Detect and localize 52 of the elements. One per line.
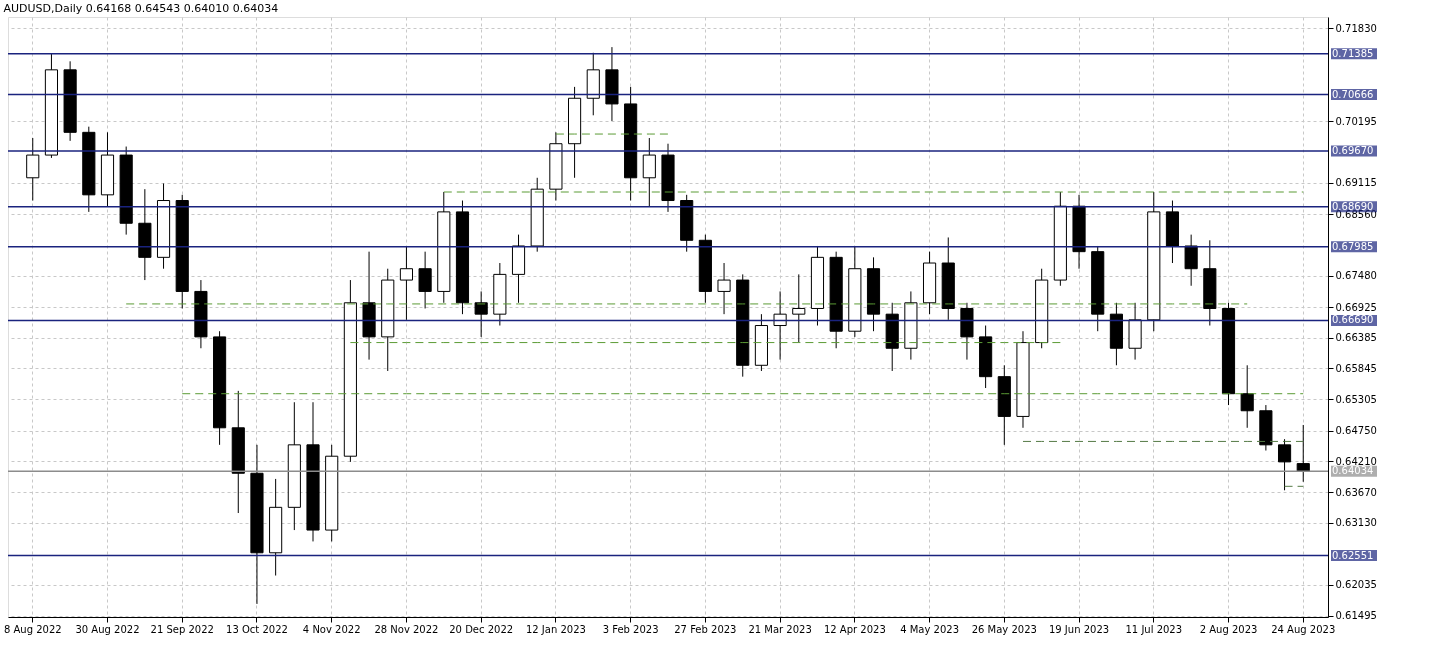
y-tick-label: 0.66925 [1335,301,1377,313]
y-tick-label: 0.65305 [1335,393,1377,405]
y-tick-label: 0.69115 [1335,177,1377,189]
x-tick-label: 30 Aug 2022 [75,623,140,635]
x-tick-label: 4 Nov 2022 [302,623,361,635]
candlestick [717,262,731,315]
ref-line-label: 0.64034 [1332,465,1374,477]
candlestick [1277,438,1292,491]
y-tick-label: 0.61495 [1335,610,1377,622]
y-tick-label: 0.63670 [1335,486,1377,498]
x-tick-label: 8 Aug 2022 [3,623,62,635]
x-tick-label: 4 May 2023 [900,623,959,635]
x-tick-label: 21 Mar 2023 [748,623,812,635]
x-tick-label: 20 Dec 2022 [449,623,514,635]
candlestick [26,137,40,202]
x-tick-label: 27 Feb 2023 [674,623,737,635]
candlestick [399,245,413,321]
candlestick [792,273,806,344]
ref-line-label: 0.67985 [1332,240,1374,252]
x-tick-label: 21 Sep 2022 [150,623,214,635]
x-tick-label: 11 Jul 2023 [1125,623,1183,635]
y-tick-label: 0.63130 [1335,517,1377,529]
ref-line-label: 0.66690 [1332,314,1374,326]
ref-line-label: 0.70666 [1332,88,1374,100]
x-tick-label: 12 Jan 2023 [525,623,586,635]
x-tick-label: 3 Feb 2023 [602,623,659,635]
x-tick-label: 19 Jun 2023 [1048,623,1110,635]
candlestick [474,290,488,338]
candlestick [642,137,656,207]
chart-title: AUDUSD,Daily 0.64168 0.64543 0.64010 0.64034 [3,2,279,15]
x-tick-label: 26 May 2023 [971,623,1037,635]
x-tick-label: 12 Apr 2023 [823,623,886,635]
y-tick-label: 0.70195 [1335,115,1377,127]
y-tick-label: 0.64750 [1335,425,1377,437]
x-tick-label: 13 Oct 2022 [226,623,288,635]
ref-line-label: 0.71385 [1332,47,1374,59]
candlestick [1296,424,1310,483]
y-tick-label: 0.65845 [1335,362,1377,374]
y-tick-label: 0.67480 [1335,270,1377,282]
y-tick-label: 0.64210 [1335,455,1377,467]
ref-line-label: 0.62551 [1332,549,1374,561]
y-tick-label: 0.66385 [1335,332,1377,344]
y-tick-label: 0.62035 [1335,579,1377,591]
candlestick [1240,364,1254,429]
candlestick [1184,234,1198,287]
candlestick [773,290,787,361]
x-tick-label: 28 Nov 2022 [374,623,439,635]
ref-line-label: 0.69670 [1332,145,1374,157]
candlestick [418,251,432,309]
x-tick-label: 24 Aug 2023 [1271,623,1336,635]
y-tick-label: 0.71830 [1335,22,1377,34]
x-tick-label: 2 Aug 2023 [1199,623,1258,635]
